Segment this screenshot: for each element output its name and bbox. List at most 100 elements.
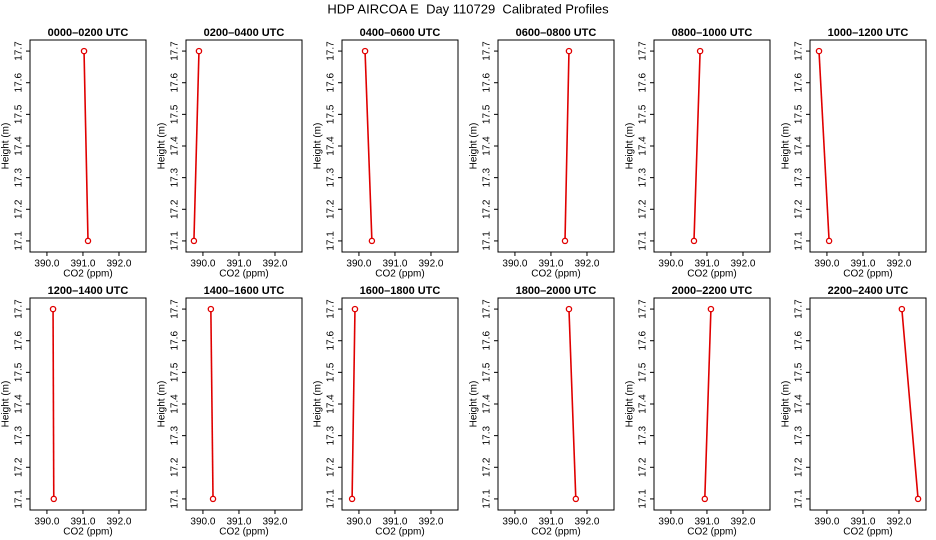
y-tick-label: 17.5 bbox=[326, 104, 337, 124]
y-tick-label: 17.6 bbox=[794, 331, 805, 351]
x-tick-label: 392.0 bbox=[262, 517, 287, 528]
y-tick-label: 17.1 bbox=[482, 231, 493, 251]
y-tick-label: 17.3 bbox=[482, 167, 493, 187]
profile-point bbox=[207, 305, 215, 313]
x-tick-label: 391.0 bbox=[226, 259, 251, 270]
profile-point bbox=[195, 47, 203, 55]
panel: 1600–1800 UTC 390.0 391.0 392.0 17.1 17.2 17.3… bbox=[313, 285, 459, 538]
y-tick-label: 17.4 bbox=[638, 136, 649, 156]
y-tick-label: 17.1 bbox=[794, 231, 805, 251]
y-tick-label: 17.2 bbox=[794, 199, 805, 219]
x-tick-label: 391.0 bbox=[850, 517, 875, 528]
y-tick-label: 17.6 bbox=[170, 73, 181, 93]
profile-line bbox=[364, 51, 373, 241]
y-tick-label: 17.6 bbox=[638, 331, 649, 351]
profile-point bbox=[696, 47, 704, 55]
y-tick-label: 17.1 bbox=[794, 489, 805, 509]
profile-point bbox=[914, 495, 922, 503]
panel-title: 0800–1000 UTC bbox=[672, 27, 753, 39]
profile-line bbox=[564, 51, 570, 241]
plot-frame bbox=[653, 39, 771, 253]
profile-point bbox=[565, 305, 573, 313]
y-tick-label: 17.6 bbox=[794, 73, 805, 93]
profile-line bbox=[901, 309, 919, 499]
y-tick-label: 17.6 bbox=[482, 73, 493, 93]
y-axis-label: Height (m) bbox=[157, 123, 168, 170]
x-tick-label: 391.0 bbox=[70, 259, 95, 270]
y-tick-label: 17.4 bbox=[170, 136, 181, 156]
y-tick-label: 17.3 bbox=[482, 425, 493, 445]
x-tick-label: 390.0 bbox=[658, 259, 683, 270]
profile-point bbox=[561, 237, 569, 245]
plot-frame bbox=[341, 39, 459, 253]
y-tick-label: 17.2 bbox=[326, 457, 337, 477]
y-axis-label: Height (m) bbox=[781, 123, 792, 170]
x-tick-label: 392.0 bbox=[106, 517, 131, 528]
profile-line bbox=[351, 309, 356, 499]
x-axis-label: CO2 (ppm) bbox=[219, 527, 268, 538]
y-tick-label: 17.1 bbox=[14, 231, 25, 251]
profile-point bbox=[572, 495, 580, 503]
y-tick-label: 17.3 bbox=[638, 167, 649, 187]
panel: 0600–0800 UTC 390.0 391.0 392.0 17.1 17.2 17.3… bbox=[469, 27, 615, 280]
y-tick-label: 17.7 bbox=[14, 299, 25, 319]
profile-point bbox=[368, 237, 376, 245]
y-tick-label: 17.5 bbox=[638, 104, 649, 124]
y-axis-label: Height (m) bbox=[1, 381, 12, 428]
y-tick-label: 17.7 bbox=[170, 299, 181, 319]
y-tick-label: 17.7 bbox=[794, 41, 805, 61]
y-tick-label: 17.4 bbox=[326, 394, 337, 414]
panel-title: 1400–1600 UTC bbox=[204, 285, 285, 297]
y-tick-label: 17.5 bbox=[638, 362, 649, 382]
y-tick-label: 17.5 bbox=[326, 362, 337, 382]
x-axis-label: CO2 (ppm) bbox=[375, 527, 424, 538]
y-axis-label: Height (m) bbox=[313, 381, 324, 428]
x-tick-label: 392.0 bbox=[418, 517, 443, 528]
x-axis-label: CO2 (ppm) bbox=[375, 269, 424, 280]
y-tick-label: 17.1 bbox=[638, 489, 649, 509]
plot-frame bbox=[497, 297, 615, 511]
y-tick-label: 17.2 bbox=[794, 457, 805, 477]
y-tick-label: 17.4 bbox=[14, 136, 25, 156]
y-tick-label: 17.2 bbox=[170, 457, 181, 477]
y-axis-label: Height (m) bbox=[469, 123, 480, 170]
x-tick-label: 390.0 bbox=[346, 259, 371, 270]
y-tick-label: 17.6 bbox=[326, 331, 337, 351]
y-axis-label: Height (m) bbox=[781, 381, 792, 428]
x-tick-label: 390.0 bbox=[502, 259, 527, 270]
y-tick-label: 17.4 bbox=[794, 136, 805, 156]
x-axis-label: CO2 (ppm) bbox=[687, 269, 736, 280]
profile-point bbox=[565, 47, 573, 55]
panel-title: 0000–0200 UTC bbox=[48, 27, 129, 39]
y-axis-label: Height (m) bbox=[313, 123, 324, 170]
x-tick-label: 391.0 bbox=[226, 517, 251, 528]
y-tick-label: 17.2 bbox=[14, 199, 25, 219]
panel: 1200–1400 UTC 390.0 391.0 392.0 17.1 17.2 17.3… bbox=[1, 285, 147, 538]
y-tick-label: 17.3 bbox=[14, 425, 25, 445]
y-tick-label: 17.5 bbox=[170, 104, 181, 124]
profile-point bbox=[190, 237, 198, 245]
panel-title: 0200–0400 UTC bbox=[204, 27, 285, 39]
profile-line bbox=[52, 309, 55, 499]
profile-point bbox=[80, 47, 88, 55]
y-tick-label: 17.1 bbox=[638, 231, 649, 251]
profile-point bbox=[707, 305, 715, 313]
x-tick-label: 392.0 bbox=[418, 259, 443, 270]
y-tick-label: 17.7 bbox=[638, 41, 649, 61]
y-tick-label: 17.7 bbox=[170, 41, 181, 61]
panel-title: 1000–1200 UTC bbox=[828, 27, 909, 39]
profile-point bbox=[351, 305, 359, 313]
y-tick-label: 17.6 bbox=[14, 73, 25, 93]
x-axis-label: CO2 (ppm) bbox=[531, 527, 580, 538]
y-axis-label: Height (m) bbox=[1, 123, 12, 170]
y-tick-label: 17.6 bbox=[170, 331, 181, 351]
x-tick-label: 390.0 bbox=[190, 517, 215, 528]
y-tick-label: 17.6 bbox=[14, 331, 25, 351]
panel: 0800–1000 UTC 390.0 391.0 392.0 17.1 17.2 17.3… bbox=[625, 27, 771, 280]
profile-point bbox=[690, 237, 698, 245]
x-axis-label: CO2 (ppm) bbox=[63, 527, 112, 538]
y-tick-label: 17.4 bbox=[638, 394, 649, 414]
y-tick-label: 17.1 bbox=[14, 489, 25, 509]
x-tick-label: 392.0 bbox=[574, 517, 599, 528]
